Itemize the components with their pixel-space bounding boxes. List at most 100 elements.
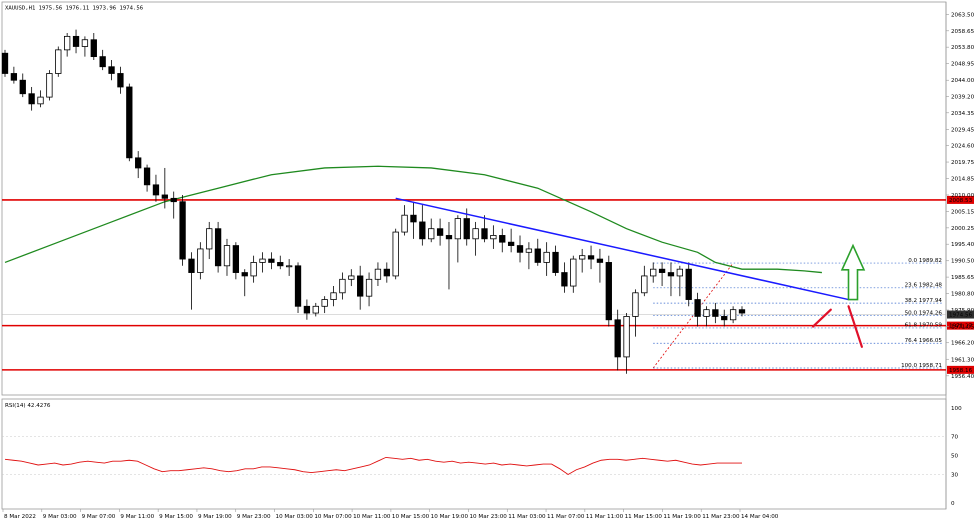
price-level-tag	[947, 195, 974, 204]
price-tick-label: 1971.05	[951, 324, 975, 330]
candle	[525, 242, 533, 270]
candle-body-bull	[206, 228, 213, 250]
time-tick-label: 11 Mar 23:00	[702, 514, 740, 520]
candle-body-bear	[605, 262, 612, 321]
candle-body-bear	[419, 221, 426, 240]
candle	[348, 269, 355, 287]
candle-body-bull	[454, 218, 462, 240]
candle	[64, 32, 71, 57]
candle	[481, 215, 488, 243]
candle-body-bear	[241, 272, 248, 277]
candle-body-bull	[729, 309, 737, 321]
candle-body-bull	[46, 73, 53, 98]
candle-body-bull	[543, 251, 550, 263]
price-tick-label: 2039.20	[951, 94, 975, 100]
current-price-tag	[947, 310, 974, 319]
candle-body-bear	[152, 184, 160, 196]
candle-body-bear	[561, 272, 568, 287]
candle-body-bear	[614, 319, 621, 358]
candle-body-bear	[721, 316, 728, 321]
candle-body-bear	[357, 275, 364, 297]
candle-body-bull	[259, 258, 266, 263]
candle-body-bear	[214, 228, 222, 267]
candle-body-bear	[232, 245, 240, 273]
price-tick-label: 2053.80	[951, 45, 975, 51]
price-tick-label: 2044.00	[951, 78, 975, 84]
candle	[19, 73, 26, 98]
candle	[268, 252, 275, 270]
candle	[170, 191, 177, 219]
candle-body-bear	[685, 268, 692, 300]
candle	[126, 83, 133, 162]
time-tick-label: 10 Mar 03:00	[276, 514, 314, 520]
candle	[507, 228, 515, 253]
candle	[303, 299, 311, 320]
candle-body-bear	[596, 258, 604, 263]
price-tick-label: 2048.95	[951, 62, 975, 68]
candle-body-bear	[268, 258, 275, 263]
candle	[676, 265, 683, 297]
price-tick-label: 1980.80	[951, 291, 975, 297]
candle	[623, 313, 630, 374]
rsi-panel-frame	[1, 398, 947, 510]
price-tick-label: 2010.00	[951, 193, 975, 199]
candle-body-bear	[117, 73, 124, 88]
candle-body-bull	[330, 292, 337, 300]
candle-body-bear	[294, 265, 302, 307]
candle-body-bear	[499, 235, 506, 243]
price-level-label: 2008.53	[949, 198, 973, 204]
candle	[90, 32, 97, 60]
price-level-label: 1971.27	[949, 324, 973, 330]
candle-body-bull	[525, 248, 533, 253]
price-level-tag	[947, 365, 974, 374]
price-tick-label: 2019.75	[951, 160, 975, 166]
rsi-label: RSI(14) 42.4276	[5, 403, 51, 409]
candle	[214, 221, 222, 273]
candle	[703, 306, 710, 327]
candle	[339, 272, 346, 300]
time-tick-label: 11 Mar 19:00	[663, 514, 701, 520]
time-tick-label: 10 Mar 11:00	[353, 514, 391, 520]
candle	[241, 269, 248, 297]
candle	[721, 309, 728, 327]
candle-body-bear	[1, 52, 9, 74]
candle	[357, 265, 364, 310]
bullish-arrow-icon	[840, 243, 866, 301]
candle-body-bear	[552, 251, 559, 273]
candle	[46, 70, 53, 101]
candle	[197, 242, 204, 280]
candle	[552, 245, 559, 276]
rsi-tick-label: 70	[951, 435, 959, 441]
candle-body-bear	[277, 262, 284, 267]
time-tick-label: 11 Mar 11:00	[586, 514, 624, 520]
price-tick-label: 1985.65	[951, 275, 975, 281]
time-tick-label: 9 Mar 03:00	[43, 514, 77, 520]
candle	[587, 245, 595, 270]
candle-body-bear	[445, 235, 453, 240]
main-panel-frame	[1, 1, 947, 396]
price-tick-label: 2024.60	[951, 144, 975, 150]
candle	[561, 262, 568, 293]
candle-body-bear	[188, 258, 195, 273]
candle-body-bull	[81, 39, 89, 47]
candle-body-bear	[72, 35, 80, 47]
candle-body-bear	[19, 79, 26, 95]
price-level-tag	[947, 321, 974, 330]
fibonacci-level-label: 76.4 1966.05	[905, 338, 943, 344]
candle	[10, 66, 18, 84]
fibonacci-level-label: 0.0 1989.82	[908, 258, 942, 264]
candle	[392, 228, 399, 280]
candle-body-bear	[170, 197, 177, 203]
price-level-label: 1958.16	[949, 368, 973, 374]
time-tick-label: 11 Mar 03:00	[508, 514, 546, 520]
candle	[614, 309, 621, 371]
candle-body-bear	[694, 299, 701, 317]
candle	[330, 286, 337, 307]
candle-body-bear	[90, 39, 97, 58]
candle	[374, 262, 382, 287]
candle	[294, 262, 302, 314]
candle-body-bull	[374, 268, 382, 280]
candle	[259, 252, 266, 273]
candle	[658, 262, 666, 287]
